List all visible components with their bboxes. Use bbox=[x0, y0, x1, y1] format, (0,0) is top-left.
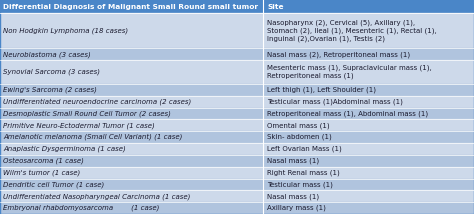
Bar bbox=[263, 13, 474, 48]
Bar bbox=[263, 119, 474, 131]
Bar bbox=[0, 13, 263, 48]
Text: Anaplastic Dysgerminoma (1 case): Anaplastic Dysgerminoma (1 case) bbox=[3, 146, 126, 152]
Bar bbox=[263, 190, 474, 202]
Text: Osteosarcoma (1 case): Osteosarcoma (1 case) bbox=[3, 158, 84, 164]
Text: Testicular mass (1)Abdominal mass (1): Testicular mass (1)Abdominal mass (1) bbox=[267, 98, 403, 105]
Text: Synovial Sarcoma (3 cases): Synovial Sarcoma (3 cases) bbox=[3, 69, 100, 75]
Text: Site: Site bbox=[267, 3, 283, 9]
Bar bbox=[0, 167, 263, 178]
Text: Dendritic cell Tumor (1 case): Dendritic cell Tumor (1 case) bbox=[3, 181, 104, 188]
Bar bbox=[0, 96, 263, 108]
Text: Right Renal mass (1): Right Renal mass (1) bbox=[267, 169, 340, 176]
Bar bbox=[263, 167, 474, 178]
Text: Amelanotic melanoma (Small Cell Variant) (1 case): Amelanotic melanoma (Small Cell Variant)… bbox=[3, 134, 182, 140]
Text: Left thigh (1), Left Shoulder (1): Left thigh (1), Left Shoulder (1) bbox=[267, 87, 376, 93]
Text: Omental mass (1): Omental mass (1) bbox=[267, 122, 330, 129]
Text: Nasal mass (1): Nasal mass (1) bbox=[267, 193, 319, 199]
Text: Wilm's tumor (1 case): Wilm's tumor (1 case) bbox=[3, 169, 80, 176]
Bar bbox=[263, 178, 474, 190]
Text: Neuroblastoma (3 cases): Neuroblastoma (3 cases) bbox=[3, 51, 91, 58]
Bar bbox=[263, 0, 474, 13]
Text: Testicular mass (1): Testicular mass (1) bbox=[267, 181, 333, 188]
Bar bbox=[263, 131, 474, 143]
Bar bbox=[0, 0, 263, 13]
Bar bbox=[0, 143, 263, 155]
Text: Mesenteric mass (1), Supraclavicular mass (1),
Retroperitoneal mass (1): Mesenteric mass (1), Supraclavicular mas… bbox=[267, 65, 432, 79]
Text: Non Hodgkin Lymphoma (18 cases): Non Hodgkin Lymphoma (18 cases) bbox=[3, 27, 128, 34]
Bar bbox=[0, 202, 263, 214]
Text: Left Ovarian Mass (1): Left Ovarian Mass (1) bbox=[267, 146, 342, 152]
Bar bbox=[0, 190, 263, 202]
Bar bbox=[263, 60, 474, 84]
Bar bbox=[263, 84, 474, 96]
Text: Desmoplastic Small Round Cell Tumor (2 cases): Desmoplastic Small Round Cell Tumor (2 c… bbox=[3, 110, 171, 117]
Text: Undifferentiated Nasopharyngeal Carcinoma (1 case): Undifferentiated Nasopharyngeal Carcinom… bbox=[3, 193, 191, 200]
Text: Nasal mass (1): Nasal mass (1) bbox=[267, 158, 319, 164]
Text: Nasopharynx (2), Cervical (5), Axillary (1),
Stomach (2), Ileal (1), Mesenteric : Nasopharynx (2), Cervical (5), Axillary … bbox=[267, 19, 437, 42]
Text: Axillary mass (1): Axillary mass (1) bbox=[267, 205, 326, 211]
Text: Embryonal rhabdomyosarcoma        (1 case): Embryonal rhabdomyosarcoma (1 case) bbox=[3, 205, 159, 211]
Text: Nasal mass (2), Retroperitoneal mass (1): Nasal mass (2), Retroperitoneal mass (1) bbox=[267, 51, 410, 58]
Text: Retroperitoneal mass (1), Abdominal mass (1): Retroperitoneal mass (1), Abdominal mass… bbox=[267, 110, 428, 117]
Bar bbox=[0, 48, 263, 60]
Text: Undifferentiated neuroendocrine carcinoma (2 cases): Undifferentiated neuroendocrine carcinom… bbox=[3, 98, 191, 105]
Bar bbox=[263, 202, 474, 214]
Bar bbox=[0, 131, 263, 143]
Text: Differential Diagnosis of Malignant Small Round small tumor: Differential Diagnosis of Malignant Smal… bbox=[3, 3, 258, 9]
Text: Ewing's Sarcoma (2 cases): Ewing's Sarcoma (2 cases) bbox=[3, 87, 97, 93]
Bar bbox=[0, 178, 263, 190]
Bar bbox=[263, 155, 474, 167]
Text: Primitive Neuro-Ectodermal Tumor (1 case): Primitive Neuro-Ectodermal Tumor (1 case… bbox=[3, 122, 155, 129]
Bar bbox=[0, 119, 263, 131]
Bar bbox=[0, 155, 263, 167]
Text: Skin- abdomen (1): Skin- abdomen (1) bbox=[267, 134, 332, 140]
Bar bbox=[0, 108, 263, 119]
Bar bbox=[0, 84, 263, 96]
Bar bbox=[263, 143, 474, 155]
Bar bbox=[263, 48, 474, 60]
Bar bbox=[0, 60, 263, 84]
Bar bbox=[263, 108, 474, 119]
Bar bbox=[263, 96, 474, 108]
